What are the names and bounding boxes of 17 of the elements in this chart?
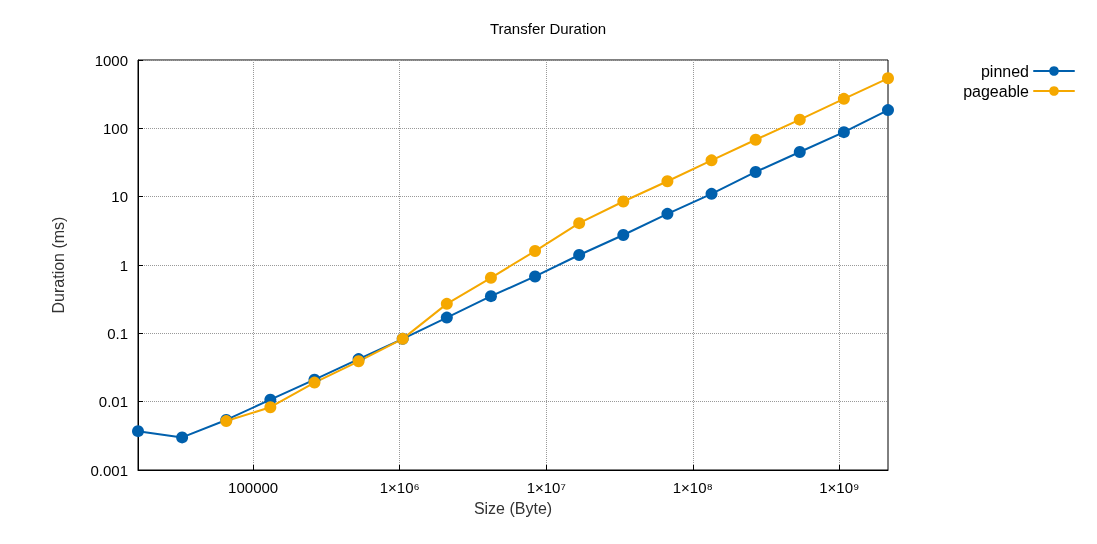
legend-label: pinned — [980, 62, 1029, 80]
x-axis-title: Size (Byte) — [473, 499, 553, 517]
y-tick-label: 100 — [102, 119, 128, 137]
y-tick-label: 1000 — [94, 51, 128, 69]
legend-label: pageable — [963, 82, 1030, 100]
x-tick-label: 100000 — [228, 479, 279, 496]
y-tick-label: 0.1 — [107, 324, 128, 342]
x-tick-label: 1×10⁷ — [526, 479, 566, 496]
x-tick-label: 1×10⁶ — [379, 479, 420, 496]
y-tick-label: 1 — [119, 256, 128, 274]
x-tick-label: 1×10⁸ — [672, 479, 713, 496]
y-tick-label: 10 — [111, 188, 128, 206]
chart-title: Transfer Duration — [489, 20, 607, 37]
y-tick-label: 0.001 — [90, 461, 128, 479]
y-axis-title: Duration (ms) — [49, 216, 67, 314]
x-tick-label: 1×10⁹ — [819, 479, 860, 496]
y-tick-label: 0.01 — [98, 393, 128, 411]
